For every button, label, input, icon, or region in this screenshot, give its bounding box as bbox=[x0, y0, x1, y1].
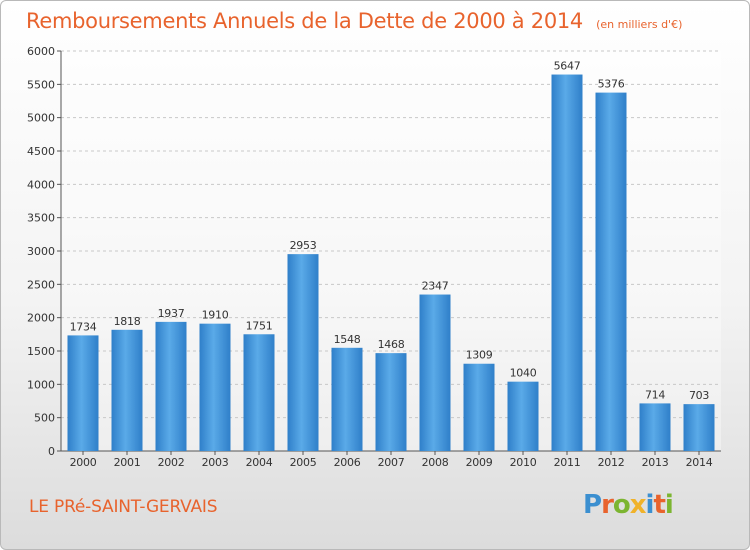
y-tick-label: 3500 bbox=[27, 212, 55, 225]
bar-value-label: 714 bbox=[645, 388, 665, 401]
bar-value-label: 1548 bbox=[334, 333, 361, 346]
proxiti-logo: Proxiti bbox=[583, 490, 674, 520]
y-tick-label: 5000 bbox=[27, 112, 55, 125]
bar bbox=[375, 353, 407, 451]
logo-letter: x bbox=[629, 490, 647, 520]
bar-value-label: 2347 bbox=[422, 280, 449, 293]
bar-value-label: 1040 bbox=[510, 367, 537, 380]
bar-value-label: 5647 bbox=[554, 60, 581, 73]
bar bbox=[639, 403, 671, 451]
logo-letter: P bbox=[583, 490, 602, 520]
x-tick-label: 2004 bbox=[246, 456, 273, 469]
y-tick-label: 4500 bbox=[27, 145, 55, 158]
x-tick-label: 2003 bbox=[202, 456, 229, 469]
y-tick-label: 5500 bbox=[27, 78, 55, 91]
chart-subtitle: (en milliers d'€) bbox=[596, 18, 683, 31]
y-tick-label: 4000 bbox=[27, 178, 55, 191]
x-tick-label: 2010 bbox=[510, 456, 537, 469]
logo-letter: r bbox=[601, 490, 614, 520]
y-tick-label: 6000 bbox=[27, 45, 55, 58]
y-tick-label: 1500 bbox=[27, 345, 55, 358]
x-tick-label: 2006 bbox=[334, 456, 361, 469]
bar-value-label: 1734 bbox=[70, 320, 97, 333]
chart-title: Remboursements Annuels de la Dette de 20… bbox=[26, 9, 583, 33]
bar bbox=[243, 334, 275, 451]
bar bbox=[551, 74, 583, 452]
title-line: Remboursements Annuels de la Dette de 20… bbox=[26, 9, 682, 33]
x-tick-label: 2011 bbox=[554, 456, 581, 469]
x-tick-label: 2009 bbox=[466, 456, 493, 469]
x-tick-label: 2002 bbox=[158, 456, 185, 469]
bar-value-label: 1910 bbox=[202, 309, 229, 322]
logo-letter: i bbox=[664, 490, 674, 520]
y-tick-label: 2000 bbox=[27, 312, 55, 325]
y-tick-label: 500 bbox=[34, 412, 55, 425]
y-tick-label: 2500 bbox=[27, 278, 55, 291]
bar-value-label: 703 bbox=[689, 389, 709, 402]
town-name: LE PRé-SAINT-GERVAIS bbox=[29, 497, 218, 517]
bar bbox=[507, 381, 539, 451]
bar bbox=[67, 335, 99, 451]
bar bbox=[111, 329, 143, 451]
x-tick-label: 2013 bbox=[642, 456, 669, 469]
bar-value-label: 1468 bbox=[378, 338, 405, 351]
bar bbox=[155, 321, 187, 451]
x-tick-label: 2007 bbox=[378, 456, 405, 469]
bar bbox=[331, 347, 363, 451]
bar-value-label: 1751 bbox=[246, 319, 273, 332]
bar-value-label: 1937 bbox=[158, 307, 185, 320]
bar bbox=[463, 363, 495, 451]
y-tick-label: 1000 bbox=[27, 378, 55, 391]
logo-letter: o bbox=[612, 490, 631, 520]
x-tick-label: 2014 bbox=[686, 456, 713, 469]
bar bbox=[287, 254, 319, 451]
logo-letter: i bbox=[645, 490, 655, 520]
x-tick-label: 2001 bbox=[114, 456, 141, 469]
bar bbox=[683, 404, 715, 451]
x-tick-label: 2000 bbox=[70, 456, 97, 469]
bar-value-label: 5376 bbox=[598, 78, 625, 91]
x-tick-label: 2005 bbox=[290, 456, 317, 469]
y-tick-label: 0 bbox=[48, 445, 55, 458]
x-tick-label: 2008 bbox=[422, 456, 449, 469]
logo-letter: t bbox=[653, 490, 665, 520]
bar bbox=[199, 323, 231, 451]
bar-value-label: 1818 bbox=[114, 315, 141, 328]
bar bbox=[419, 294, 451, 451]
bar-value-label: 2953 bbox=[290, 239, 317, 252]
y-tick-label: 3000 bbox=[27, 245, 55, 258]
x-tick-label: 2012 bbox=[598, 456, 625, 469]
bar bbox=[595, 92, 627, 451]
bar-value-label: 1309 bbox=[466, 349, 493, 362]
